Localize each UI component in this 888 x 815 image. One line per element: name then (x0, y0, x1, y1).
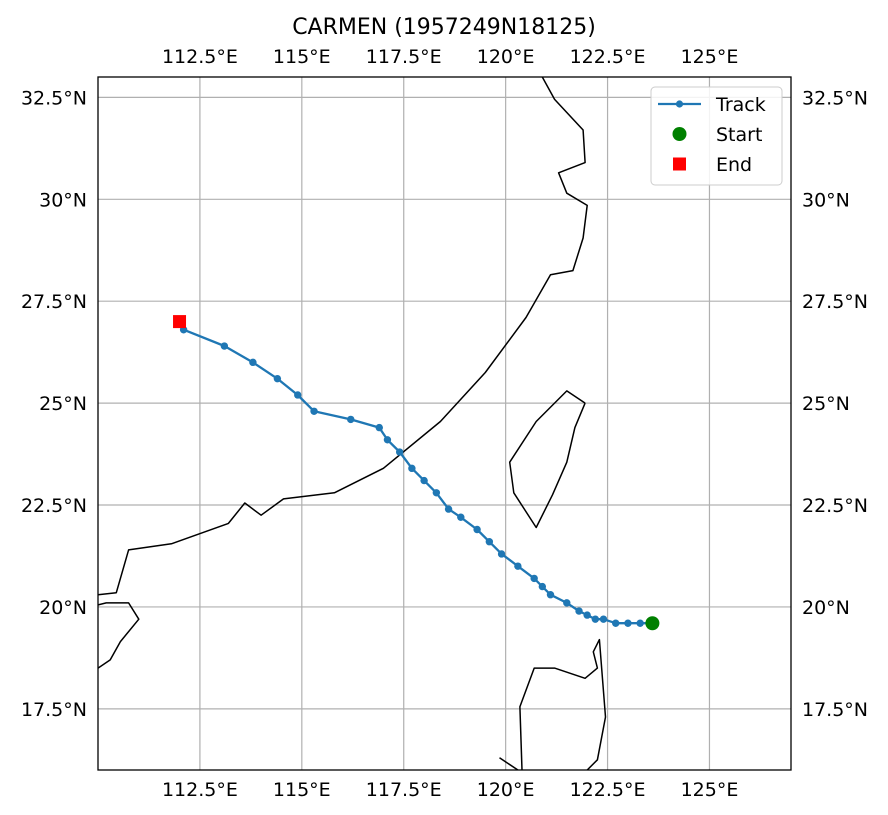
track-point-3 (612, 619, 620, 627)
legend-entry-start: Start (672, 124, 762, 146)
track-point-21 (395, 448, 404, 456)
lat-tick-left-1: 20°N (39, 597, 87, 619)
track-point-12 (514, 562, 522, 570)
track-line (178, 321, 653, 625)
map-title: CARMEN (1957249N18125) (292, 15, 596, 40)
track-point-24 (347, 415, 355, 424)
track-point-10 (538, 582, 547, 591)
coastline-1 (98, 602, 140, 669)
lon-tick-top-5: 125°E (681, 46, 739, 68)
lat-tick-right-2: 22.5°N (802, 495, 868, 517)
legend-track-label: Track (715, 94, 766, 116)
coastline-4 (519, 638, 607, 770)
lat-tick-right-5: 30°N (802, 189, 850, 211)
track-point-19 (420, 476, 428, 485)
track-point-2 (624, 619, 632, 627)
track-point-17 (444, 505, 453, 513)
latitude-tick-labels-left: 17.5°N 20°N 22.5°N 25°N 27.5°N 30°N 32.5°N (21, 87, 87, 720)
legend: Track Start End (650, 86, 783, 186)
lat-tick-right-3: 25°N (802, 393, 850, 415)
track-point-4 (599, 615, 608, 623)
track-point-13 (497, 550, 506, 558)
lon-tick-bottom-4: 122.5°E (570, 779, 646, 801)
lon-tick-bottom-1: 115°E (273, 779, 331, 801)
legend-start-label: Start (716, 124, 762, 146)
track-point-9 (546, 591, 555, 599)
track-point-11 (530, 574, 538, 583)
lat-tick-right-0: 17.5°N (802, 699, 868, 721)
lon-tick-top-0: 112.5°E (162, 46, 238, 68)
map-frame (97, 76, 792, 771)
storm-track (173, 315, 660, 631)
legend-entry-end: End (673, 154, 752, 176)
lon-tick-bottom-2: 117.5°E (366, 779, 442, 801)
lat-tick-left-3: 25°N (39, 393, 87, 415)
lon-tick-bottom-0: 112.5°E (162, 779, 238, 801)
track-point-20 (408, 464, 416, 473)
track-start-marker (645, 616, 660, 631)
track-point-1 (636, 619, 644, 627)
track-point-8 (563, 599, 571, 607)
track-point-5 (591, 615, 600, 623)
latitude-tick-labels-right: 17.5°N 20°N 22.5°N 25°N 27.5°N 30°N 32.5°N (802, 87, 868, 720)
track-point-22 (383, 436, 392, 444)
lat-tick-right-6: 32.5°N (802, 87, 868, 109)
legend-end-marker (673, 157, 686, 171)
coastline-3 (499, 757, 519, 770)
lon-tick-top-1: 115°E (273, 46, 331, 68)
lat-tick-left-2: 22.5°N (21, 495, 87, 517)
track-point-15 (473, 525, 481, 534)
lat-tick-left-4: 27.5°N (21, 291, 87, 313)
track-point-7 (575, 607, 583, 615)
track-point-18 (432, 489, 441, 497)
lat-tick-right-4: 27.5°N (802, 291, 868, 313)
track-point-29 (220, 342, 229, 350)
lat-tick-left-6: 32.5°N (21, 87, 87, 109)
longitude-tick-labels-bottom: 112.5°E 115°E 117.5°E 120°E 122.5°E 125°E (162, 779, 738, 801)
track-point-14 (485, 538, 494, 546)
coastline-2 (508, 390, 586, 529)
lon-tick-top-4: 122.5°E (570, 46, 646, 68)
legend-start-marker (672, 127, 687, 141)
track-point-27 (273, 374, 282, 383)
track-point-26 (294, 391, 302, 399)
legend-entry-track: Track (658, 94, 766, 116)
longitude-tick-labels-top: 112.5°E 115°E 117.5°E 120°E 122.5°E 125°E (162, 46, 738, 68)
lat-tick-right-1: 20°N (802, 597, 850, 619)
track-end-marker (173, 315, 187, 329)
lon-tick-bottom-3: 120°E (477, 779, 535, 801)
track-point-28 (249, 358, 257, 367)
legend-end-label: End (716, 154, 752, 176)
coastlines (98, 77, 607, 770)
lon-tick-top-2: 117.5°E (366, 46, 442, 68)
track-point-23 (375, 423, 383, 432)
track-point-16 (457, 513, 465, 521)
lat-tick-left-0: 17.5°N (21, 699, 87, 721)
legend-track-marker (675, 100, 684, 108)
lat-tick-left-5: 30°N (39, 189, 87, 211)
track-point-25 (310, 407, 318, 415)
lon-tick-top-3: 120°E (477, 46, 535, 68)
coastline-0 (98, 77, 588, 596)
track-point-6 (583, 611, 591, 619)
lon-tick-bottom-5: 125°E (681, 779, 739, 801)
